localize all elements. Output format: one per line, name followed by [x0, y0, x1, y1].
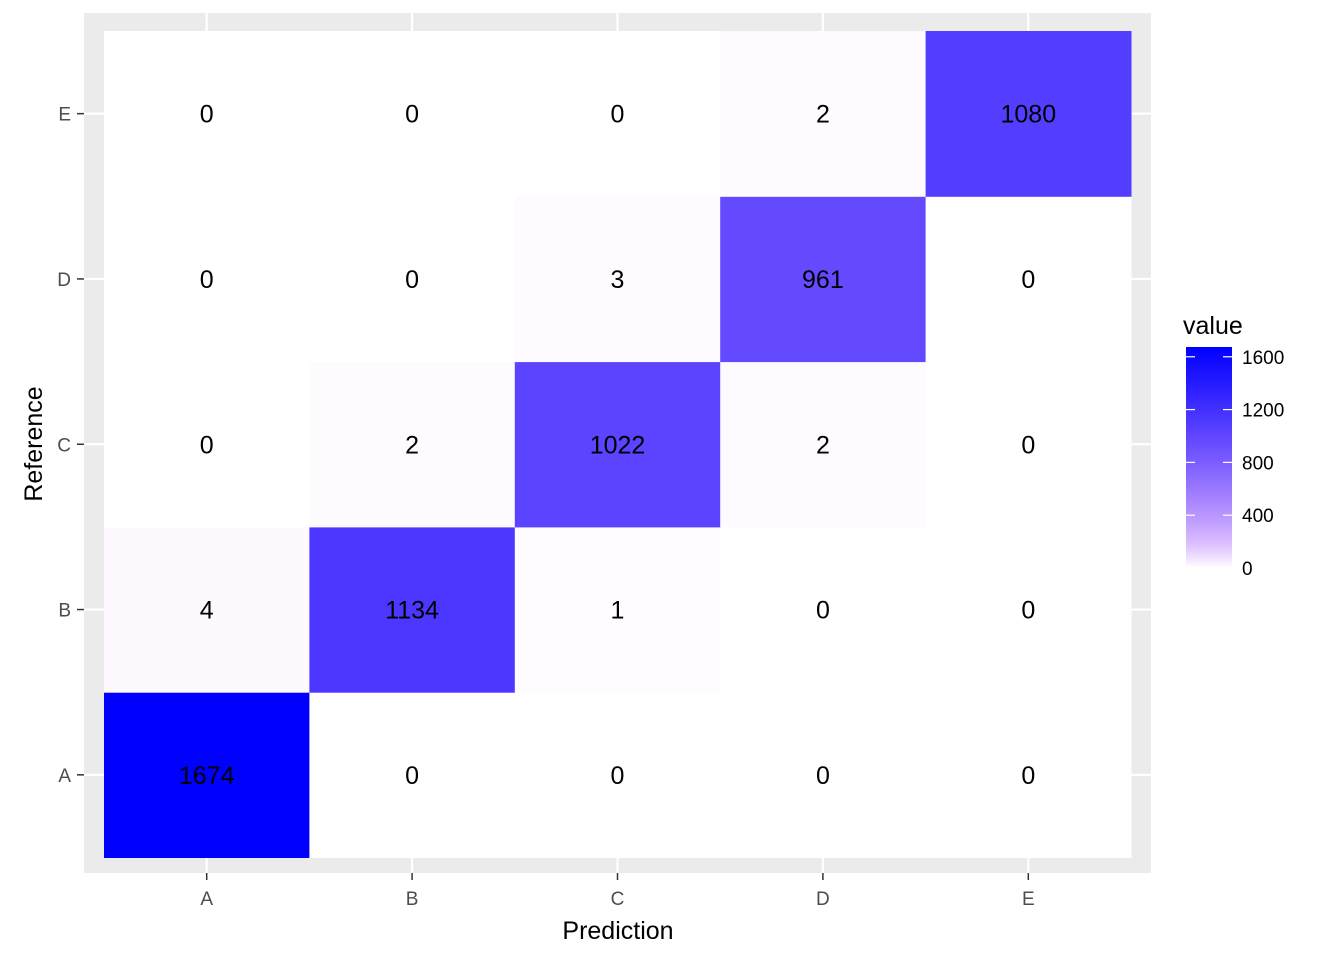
legend-tick-label: 800 [1242, 453, 1274, 474]
y-axis-title: Reference [20, 386, 48, 501]
heatmap-cell [309, 526, 516, 693]
heatmap-cell [720, 692, 927, 858]
legend-color-bar [1186, 347, 1232, 568]
cell-value-label: 0 [816, 762, 830, 790]
cell-value-label: 0 [200, 101, 214, 129]
heatmap-cell [514, 31, 721, 197]
x-tick-label: E [1022, 889, 1035, 910]
cell-value-label: 3 [611, 266, 625, 294]
y-tick-label: B [58, 601, 71, 622]
x-tick-label: B [406, 889, 419, 910]
y-tick-label: D [57, 270, 71, 291]
heatmap-cell [514, 361, 721, 528]
cell-value-labels: 1674 0 0 0 0 4 1134 1 0 0 0 2 1022 2 0 0 0 3 961 0 0 0 0 2 1080 [179, 101, 1056, 790]
cell-value-label: 4 [200, 597, 214, 625]
color-legend: value 0 400 800 1200 1600 [1183, 312, 1284, 580]
cell-value-label: 0 [611, 101, 625, 129]
y-tick-label: C [57, 435, 71, 456]
heatmap-cell [104, 361, 310, 528]
cell-value-label: 0 [1021, 266, 1035, 294]
x-axis: A B C D E [200, 873, 1035, 910]
heatmap-cell [925, 31, 1132, 197]
y-tick-label: A [58, 766, 71, 787]
heatmap-cell [309, 196, 516, 363]
cell-value-label: 0 [405, 762, 419, 790]
heatmap-cell [925, 692, 1132, 858]
heatmap-cell [720, 196, 927, 363]
cell-value-label: 0 [1021, 597, 1035, 625]
cell-value-label: 961 [802, 266, 844, 294]
cell-value-label: 0 [1021, 762, 1035, 790]
cell-value-label: 2 [816, 431, 830, 459]
x-axis-title: Prediction [562, 917, 673, 945]
heatmap-cell [925, 526, 1132, 693]
y-axis: A B C D E [57, 105, 84, 787]
heatmap-cell [104, 526, 310, 693]
cell-value-label: 0 [200, 266, 214, 294]
x-tick-label: D [816, 889, 830, 910]
heatmap-cell [925, 196, 1132, 363]
x-tick-label: C [611, 889, 625, 910]
heatmap-cell [309, 361, 516, 528]
heatmap-cell [514, 196, 721, 363]
cell-value-label: 0 [200, 431, 214, 459]
legend-tick-label: 400 [1242, 506, 1274, 527]
legend-title: value [1183, 312, 1243, 340]
cell-value-label: 1022 [590, 431, 646, 459]
cell-value-label: 0 [816, 597, 830, 625]
legend-tick-label: 1200 [1242, 401, 1284, 422]
cell-value-label: 0 [405, 101, 419, 129]
heatmap-cell [720, 526, 927, 693]
cell-value-label: 0 [1021, 431, 1035, 459]
heatmap-cell [720, 31, 927, 197]
cell-value-label: 0 [405, 266, 419, 294]
heatmap-cell [720, 361, 927, 528]
heatmap-cell [309, 692, 516, 858]
heatmap-cell [104, 692, 310, 858]
legend-ticks: 0 400 800 1200 1600 [1186, 348, 1284, 580]
y-tick-label: E [58, 105, 71, 126]
legend-tick-label: 1600 [1242, 348, 1284, 369]
cell-value-label: 1080 [1000, 101, 1056, 129]
heatmap-cells [104, 31, 1132, 858]
x-tick-label: A [200, 889, 213, 910]
cell-value-label: 1674 [179, 762, 235, 790]
legend-tick-label: 0 [1242, 559, 1253, 580]
cell-value-label: 0 [611, 762, 625, 790]
cell-value-label: 2 [816, 101, 830, 129]
heatmap-cell [514, 692, 721, 858]
cell-value-label: 1 [611, 597, 625, 625]
heatmap-cell [925, 361, 1132, 528]
heatmap-cell [104, 196, 310, 363]
cell-value-label: 2 [405, 431, 419, 459]
heatmap-cell [309, 31, 516, 197]
heatmap-cell [104, 31, 310, 197]
cell-value-label: 1134 [385, 597, 439, 625]
heatmap-cell [514, 526, 721, 693]
